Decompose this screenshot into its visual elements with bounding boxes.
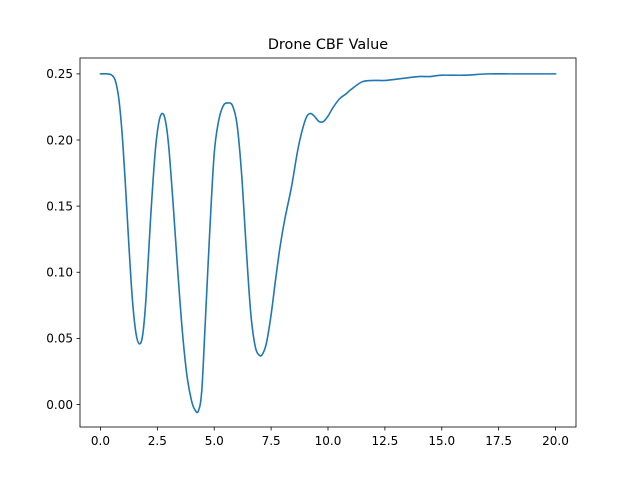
x-tick-label: 10.0 <box>315 434 342 448</box>
x-tick-label: 5.0 <box>205 434 224 448</box>
x-tick-label: 0.0 <box>91 434 110 448</box>
x-tick-label: 2.5 <box>148 434 167 448</box>
series-layer <box>99 72 557 414</box>
y-tick-label: 0.15 <box>46 199 73 213</box>
chart-title: Drone CBF Value <box>268 37 388 53</box>
plot-frame <box>79 57 577 428</box>
x-tick-label: 12.5 <box>372 434 399 448</box>
x-tick-label: 7.5 <box>262 434 281 448</box>
y-tick-label: 0.00 <box>46 398 73 412</box>
x-axis-ticks: 0.0 2.5 5.0 7.5 10.0 12.5 15.0 17.5 20.0 <box>91 427 569 448</box>
x-tick-label: 20.0 <box>542 434 569 448</box>
x-tick-label: 15.0 <box>428 434 455 448</box>
y-tick-label: 0.10 <box>46 266 73 280</box>
y-tick-label: 0.20 <box>46 133 73 147</box>
x-tick-label: 17.5 <box>485 434 512 448</box>
y-tick-label: 0.05 <box>46 332 73 346</box>
y-axis-ticks: 0.00 0.05 0.10 0.15 0.20 0.25 <box>46 67 80 412</box>
series-line <box>99 72 557 414</box>
y-tick-label: 0.25 <box>46 67 73 81</box>
